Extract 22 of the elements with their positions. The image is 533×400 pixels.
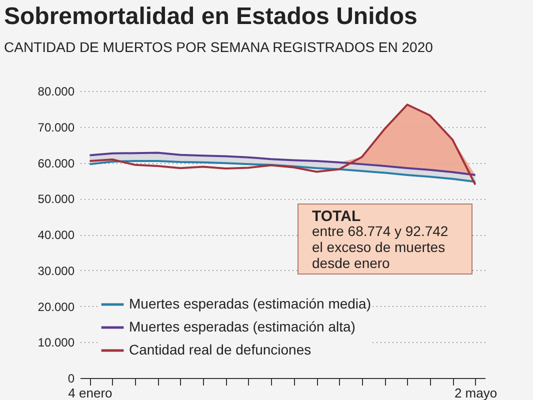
legend-label: Muertes esperadas (estimación alta) <box>129 318 356 334</box>
y-tick-label: 70.000 <box>38 120 75 134</box>
x-tick-label: 4 enero <box>68 386 112 400</box>
y-tick-label: 50.000 <box>38 192 75 206</box>
chart-title: Sobremortalidad en Estados Unidos <box>4 3 418 30</box>
line-series <box>88 160 476 183</box>
x-tick-label: 2 mayo <box>454 386 498 400</box>
legend-label: Cantidad real de defunciones <box>129 342 312 358</box>
chart-subtitle: CANTIDAD DE MUERTOS POR SEMANA REGISTRADOS EN 2020 <box>4 39 434 55</box>
annotation: desde enero <box>312 255 390 271</box>
y-tick-label: 0 <box>68 372 75 386</box>
annotation: el exceso de muertes <box>312 239 446 255</box>
legend-label: Muertes esperadas (estimación media) <box>129 296 371 312</box>
y-tick-label: 60.000 <box>38 156 75 170</box>
y-tick-label: 20.000 <box>38 300 75 314</box>
y-tick-label: 80.000 <box>38 84 75 98</box>
y-tick-label: 10.000 <box>38 336 75 350</box>
y-tick-label: 30.000 <box>38 264 75 278</box>
line-series <box>88 152 476 176</box>
annotation: TOTAL <box>312 208 361 225</box>
y-tick-label: 40.000 <box>38 228 75 242</box>
annotation: entre 68.774 y 92.742 <box>312 223 448 239</box>
